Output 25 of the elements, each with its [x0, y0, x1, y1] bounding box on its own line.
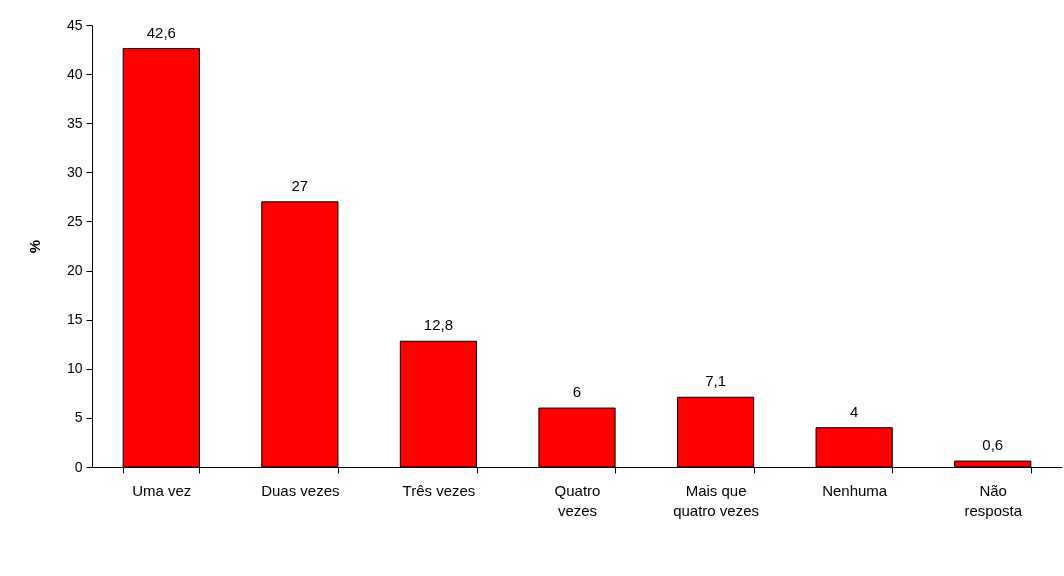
data-label: 42,6: [146, 23, 176, 41]
x-tick-label: Uma vez: [132, 481, 192, 499]
y-tick-label: 5: [74, 409, 83, 426]
data-label: 7,1: [705, 372, 726, 390]
y-tick-label: 40: [66, 65, 83, 82]
y-tick-label: 25: [66, 212, 83, 229]
x-tick-label: Não resposta: [964, 481, 1023, 519]
x-tick-label: Nenhuma: [822, 481, 888, 499]
y-tick-label: 35: [66, 114, 83, 131]
data-label: 0,6: [982, 436, 1004, 454]
y-tick-label: 15: [66, 311, 83, 328]
y-tick-label: 30: [66, 163, 83, 180]
x-tick-label: Quatro vezes: [554, 481, 601, 519]
y-tick-label: 0: [74, 458, 83, 475]
x-tick-label: Mais que quatro vezes: [673, 481, 760, 519]
data-label: 12,8: [423, 316, 454, 334]
data-label: 6: [572, 383, 582, 401]
data-label: 4: [849, 402, 859, 420]
y-tick-label: 10: [66, 360, 83, 377]
y-axis-title: %: [25, 239, 43, 254]
data-label: 27: [291, 176, 309, 194]
x-tick-label: Duas vezes: [261, 481, 340, 499]
y-tick-label: 20: [66, 262, 83, 279]
x-tick-label: Três vezes: [402, 481, 476, 499]
y-tick-label: 45: [66, 16, 83, 33]
